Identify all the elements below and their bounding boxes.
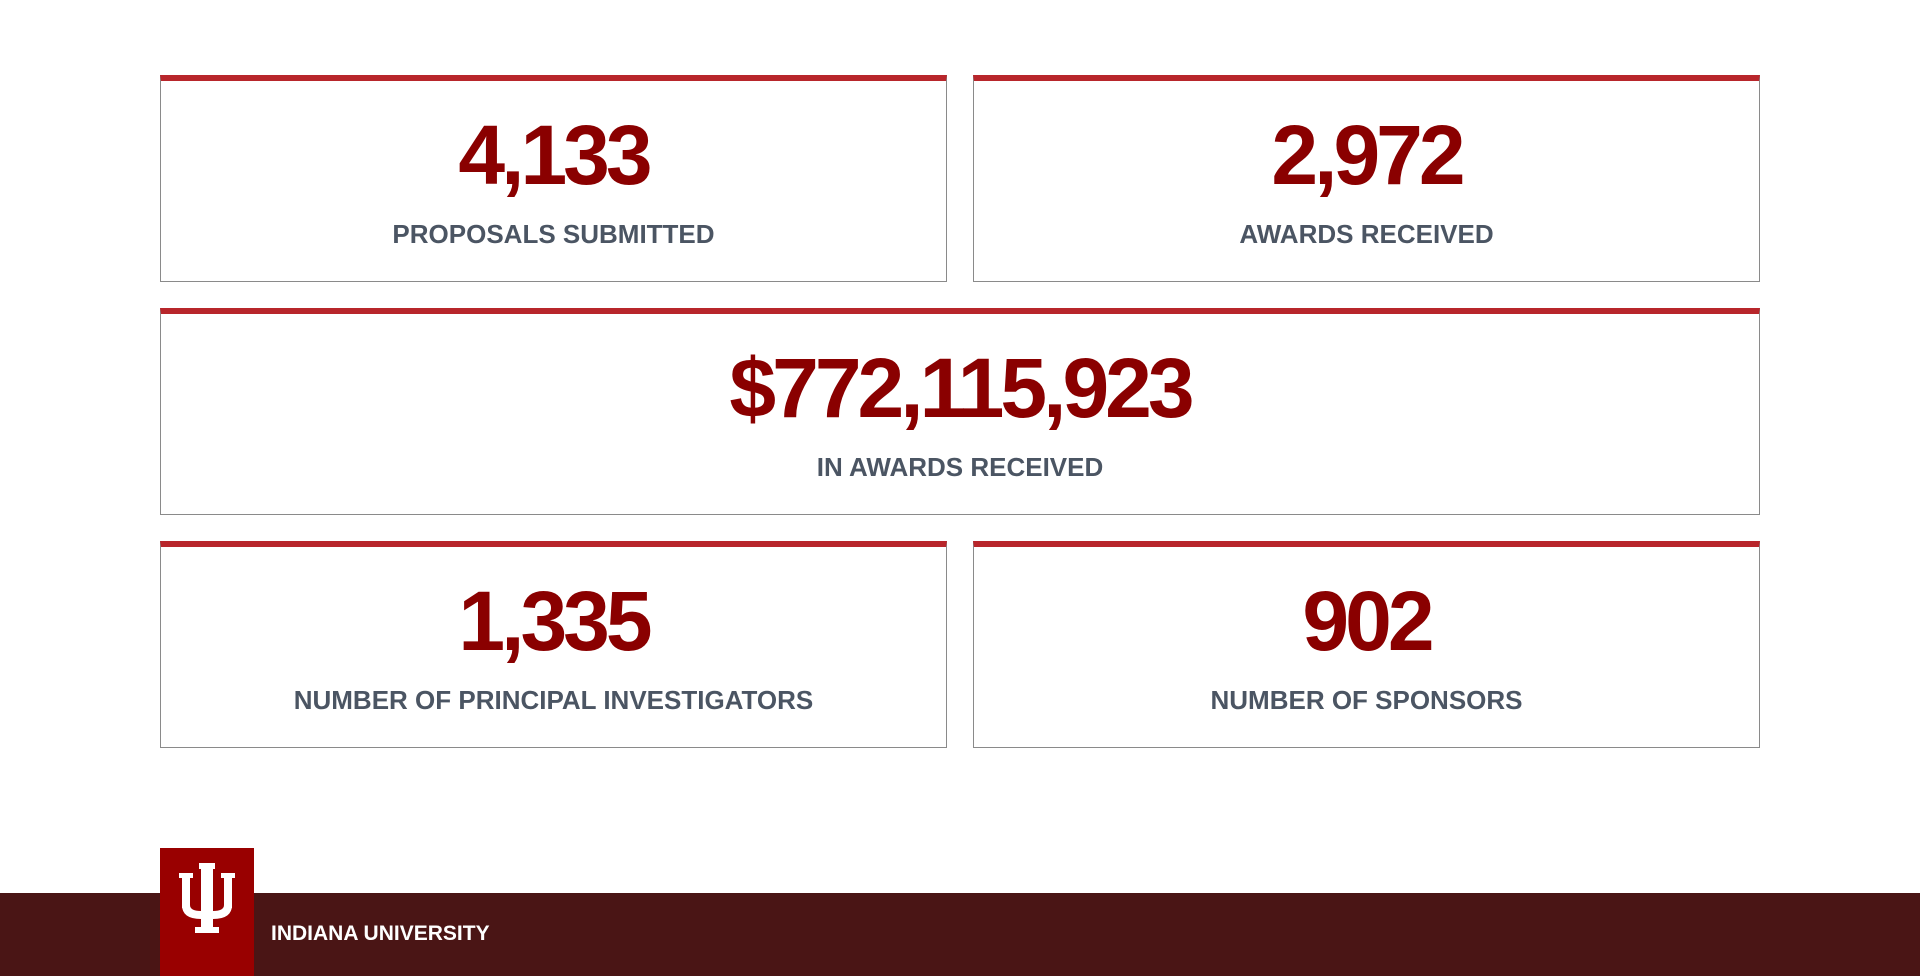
- stat-label: AWARDS RECEIVED: [1239, 219, 1494, 249]
- stat-value: 2,972: [1271, 108, 1465, 202]
- stat-label: NUMBER OF SPONSORS: [1210, 685, 1523, 715]
- stats-section: 4,133 PROPOSALS SUBMITTED 2,972 AWARDS R…: [160, 75, 1760, 774]
- stat-card-proposals: 4,133 PROPOSALS SUBMITTED: [160, 75, 947, 282]
- stat-label: NUMBER OF PRINCIPAL INVESTIGATORS: [293, 685, 814, 715]
- stat-card-sponsors: 902 NUMBER OF SPONSORS: [973, 541, 1760, 748]
- footer-bar: [0, 893, 1920, 976]
- stat-value: $772,115,923: [729, 341, 1194, 435]
- stats-row-1: 4,133 PROPOSALS SUBMITTED 2,972 AWARDS R…: [160, 75, 1760, 282]
- stat-value: 1,335: [458, 574, 652, 668]
- stat-value: 4,133: [458, 108, 652, 202]
- stats-row-2: $772,115,923 IN AWARDS RECEIVED: [160, 308, 1760, 515]
- stat-card-award-amount: $772,115,923 IN AWARDS RECEIVED: [160, 308, 1760, 515]
- stat-label: PROPOSALS SUBMITTED: [392, 219, 715, 249]
- stats-row-3: 1,335 NUMBER OF PRINCIPAL INVESTIGATORS …: [160, 541, 1760, 748]
- iu-trident-icon: [179, 863, 235, 933]
- stat-card-investigators: 1,335 NUMBER OF PRINCIPAL INVESTIGATORS: [160, 541, 947, 748]
- stat-value: 902: [1302, 574, 1434, 668]
- iu-logo[interactable]: [160, 848, 254, 976]
- stat-label: IN AWARDS RECEIVED: [816, 452, 1104, 482]
- footer-institution-name[interactable]: INDIANA UNIVERSITY: [271, 922, 490, 945]
- stat-card-awards: 2,972 AWARDS RECEIVED: [973, 75, 1760, 282]
